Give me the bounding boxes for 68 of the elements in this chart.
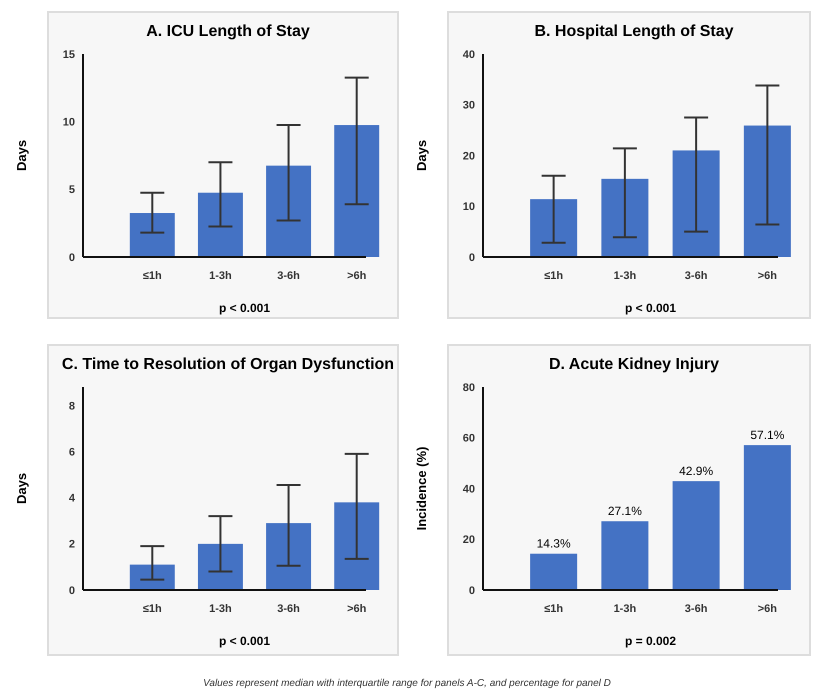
x-tick-label: >6h [347, 603, 367, 615]
bar [744, 445, 791, 590]
x-tick-label: >6h [758, 270, 778, 282]
y-tick-label: 6 [68, 446, 75, 458]
x-tick-label: 3-6h [277, 270, 300, 282]
y-tick-label: 0 [68, 584, 75, 597]
x-tick-label: 3-6h [684, 603, 708, 615]
chart-title: D. Acute Kidney Injury [548, 356, 720, 373]
bar [266, 166, 312, 257]
text: Values represent median with interquartile range for panels A-C, and percentage for panel D [203, 678, 611, 689]
y-axis-title: Days [414, 140, 429, 172]
bar [130, 564, 175, 590]
y-tick-label: 10 [62, 116, 75, 129]
y-axis-title: Days [14, 472, 29, 504]
x-tick-label: >6h [758, 603, 778, 615]
text: p = 0.002 [624, 634, 676, 648]
y-tick-label: 0 [68, 252, 75, 264]
bar [266, 523, 312, 590]
bar [530, 199, 578, 257]
bar [744, 126, 791, 257]
x-tick-label: 1-3h [209, 603, 232, 615]
y-tick-label: 5 [68, 184, 75, 196]
bar [672, 481, 720, 590]
text: p < 0.001 [624, 301, 676, 315]
data-label: 57.1% [750, 428, 785, 442]
y-tick-label: 10 [462, 201, 475, 214]
bar [334, 502, 380, 590]
x-tick-label: ≤1h [544, 603, 564, 615]
bar [130, 213, 175, 257]
y-tick-label: 0 [468, 584, 475, 597]
y-tick-label: 60 [462, 432, 475, 445]
y-tick-label: 20 [462, 534, 475, 546]
y-tick-label: 15 [62, 48, 75, 61]
bar [198, 544, 243, 590]
x-tick-label: 1-3h [614, 270, 636, 282]
y-tick-label: 20 [462, 150, 475, 162]
x-tick-label: 3-6h [684, 270, 708, 282]
x-tick-label: 1-3h [614, 603, 636, 615]
text: p < 0.001 [218, 301, 270, 315]
y-tick-label: 40 [462, 48, 475, 61]
x-tick-label: ≤1h [142, 270, 162, 282]
chart-title: B. Hospital Length of Stay [534, 23, 734, 40]
y-tick-label: 2 [68, 538, 75, 551]
x-tick-label: 3-6h [277, 603, 300, 615]
y-axis-title: Incidence (%) [414, 446, 429, 530]
x-tick-label: 1-3h [209, 270, 232, 282]
bar [334, 125, 380, 257]
y-axis-title: Days [14, 140, 29, 172]
chart-title: C. Time to Resolution of Organ Dysfunction [62, 356, 394, 373]
y-tick-label: 40 [462, 483, 475, 496]
bar [672, 150, 720, 257]
y-tick-label: 0 [468, 252, 475, 264]
x-tick-label: >6h [347, 270, 367, 282]
x-tick-label: ≤1h [142, 603, 162, 615]
chart-title: A. ICU Length of Stay [146, 23, 310, 40]
bar [601, 521, 648, 590]
y-tick-label: 80 [462, 382, 475, 394]
bar [601, 178, 648, 257]
x-tick-label: ≤1h [544, 270, 564, 282]
data-label: 14.3% [536, 536, 571, 551]
text: p < 0.001 [218, 634, 270, 648]
y-tick-label: 30 [462, 100, 475, 112]
bar [530, 554, 578, 590]
data-label: 27.1% [608, 504, 642, 518]
bar [198, 192, 243, 257]
y-tick-label: 4 [68, 492, 76, 505]
data-label: 42.9% [679, 464, 714, 478]
y-tick-label: 8 [68, 400, 75, 412]
